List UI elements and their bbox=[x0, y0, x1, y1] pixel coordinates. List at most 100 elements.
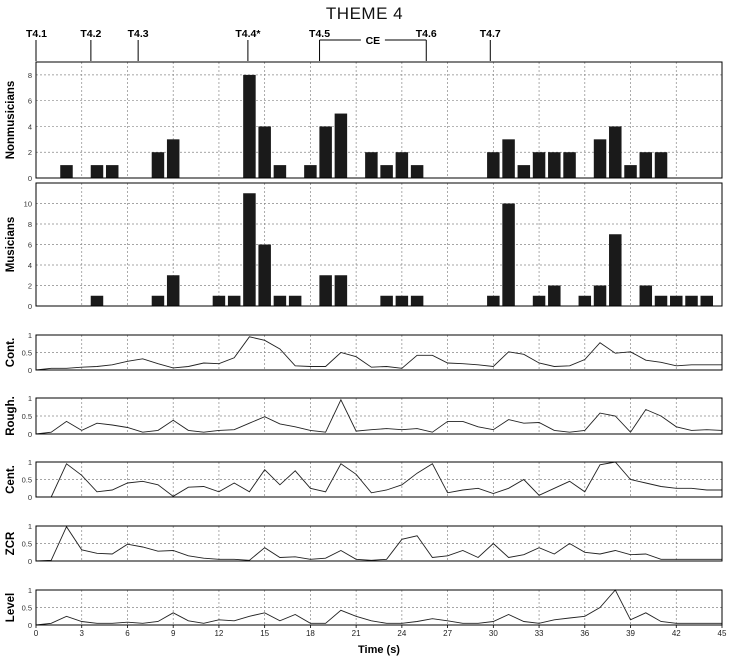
bar bbox=[243, 74, 256, 178]
y-tick-label: 0.5 bbox=[22, 349, 32, 358]
bar bbox=[212, 295, 226, 306]
panel-rough: 0 0.5 1 Rough. bbox=[5, 394, 723, 439]
y-tick-label: 0 bbox=[28, 430, 32, 439]
series-line bbox=[36, 461, 722, 498]
y-tick-label: 2 bbox=[28, 148, 32, 157]
bar bbox=[700, 295, 714, 306]
bar bbox=[365, 152, 378, 178]
section-marker-label: T4.2 bbox=[80, 28, 101, 40]
series-line bbox=[35, 589, 722, 626]
bar bbox=[395, 152, 409, 178]
bar bbox=[593, 139, 607, 178]
bar bbox=[654, 295, 668, 306]
bar bbox=[319, 126, 332, 178]
x-tick-label: 0 bbox=[34, 629, 39, 638]
y-tick-label: 2 bbox=[28, 282, 32, 291]
bar bbox=[304, 165, 317, 178]
x-tick-label: 33 bbox=[535, 629, 544, 638]
y-tick-label: 1 bbox=[28, 394, 32, 403]
y-tick-label: 0.5 bbox=[22, 412, 32, 421]
bar bbox=[639, 152, 653, 178]
panel-nonmusicians: 0 2 4 6 8 Nonmusicians bbox=[5, 61, 723, 183]
bar bbox=[273, 165, 287, 178]
bar bbox=[243, 193, 256, 306]
x-tick-label: 36 bbox=[580, 629, 589, 638]
section-marker-label: T4.3 bbox=[128, 28, 149, 40]
y-axis-label: Cont. bbox=[5, 338, 17, 367]
y-axis-label: Musicians bbox=[5, 217, 17, 273]
y-axis-label: Nonmusicians bbox=[5, 81, 17, 160]
bar bbox=[578, 295, 592, 306]
y-tick-label: 0.5 bbox=[22, 540, 32, 549]
bar bbox=[395, 295, 409, 306]
y-axis-label: Cent. bbox=[5, 465, 17, 494]
panel-frame bbox=[35, 397, 723, 435]
bar bbox=[532, 295, 546, 306]
panel-cont: 0 0.5 1 Cont. bbox=[5, 331, 723, 375]
bar bbox=[410, 295, 424, 306]
y-tick-label: 1 bbox=[28, 331, 32, 340]
y-axis-label: ZCR bbox=[5, 531, 17, 555]
y-tick-label: 1 bbox=[28, 522, 32, 531]
bar bbox=[502, 203, 515, 306]
bar bbox=[166, 139, 180, 178]
bar bbox=[258, 244, 271, 306]
bar bbox=[151, 295, 165, 306]
x-tick-label: 15 bbox=[260, 629, 269, 638]
section-marker-label: T4.4* bbox=[235, 28, 261, 40]
bar bbox=[380, 295, 393, 306]
x-tick-label: 27 bbox=[443, 629, 452, 638]
section-marker-label: T4.1 bbox=[26, 28, 47, 40]
bar bbox=[60, 165, 73, 178]
y-tick-label: 8 bbox=[28, 220, 32, 229]
y-tick-label: 6 bbox=[28, 241, 32, 250]
bar bbox=[517, 165, 531, 178]
panel-frame bbox=[35, 461, 723, 498]
bar bbox=[487, 152, 500, 178]
y-tick-label: 0.5 bbox=[22, 476, 32, 485]
x-tick-label: 45 bbox=[718, 629, 727, 638]
y-tick-label: 0 bbox=[28, 621, 32, 630]
bar bbox=[563, 152, 576, 178]
bar bbox=[502, 139, 515, 178]
y-tick-label: 8 bbox=[28, 71, 32, 80]
bar bbox=[609, 234, 622, 306]
bar bbox=[685, 295, 698, 306]
x-tick-label: 12 bbox=[214, 629, 223, 638]
bar bbox=[334, 113, 348, 178]
y-tick-label: 0 bbox=[28, 557, 32, 566]
bar bbox=[166, 275, 180, 306]
ce-bracket-label: CE bbox=[366, 35, 381, 47]
bar bbox=[639, 285, 653, 306]
bar bbox=[258, 126, 271, 178]
bar bbox=[532, 152, 546, 178]
y-tick-label: 6 bbox=[28, 97, 32, 106]
bar bbox=[487, 295, 500, 306]
y-axis-label: Rough. bbox=[5, 396, 17, 436]
y-tick-label: 1 bbox=[28, 458, 32, 467]
panel-frame bbox=[35, 525, 723, 562]
section-marker-label: T4.6 bbox=[416, 28, 437, 40]
x-tick-label: 18 bbox=[306, 629, 315, 638]
series-line bbox=[35, 336, 722, 371]
bar bbox=[410, 165, 424, 178]
bar bbox=[288, 295, 302, 306]
x-tick-label: 9 bbox=[171, 629, 176, 638]
bar bbox=[90, 165, 104, 178]
y-tick-label: 4 bbox=[28, 122, 32, 131]
bar bbox=[593, 285, 607, 306]
bar bbox=[654, 152, 668, 178]
x-axis-label: Time (s) bbox=[358, 644, 400, 656]
panel-frame bbox=[35, 334, 723, 371]
series-line bbox=[35, 398, 723, 435]
bar bbox=[105, 165, 119, 178]
panel-frame bbox=[35, 182, 723, 307]
bar bbox=[273, 295, 287, 306]
panel-level: 0 0.5 1 Level bbox=[5, 586, 723, 630]
x-tick-label: 24 bbox=[397, 629, 406, 638]
y-tick-label: 1 bbox=[28, 586, 32, 595]
y-tick-label: 0.5 bbox=[22, 604, 32, 613]
panel-frame bbox=[35, 61, 723, 179]
chart-title: THEME 4 bbox=[325, 4, 404, 23]
